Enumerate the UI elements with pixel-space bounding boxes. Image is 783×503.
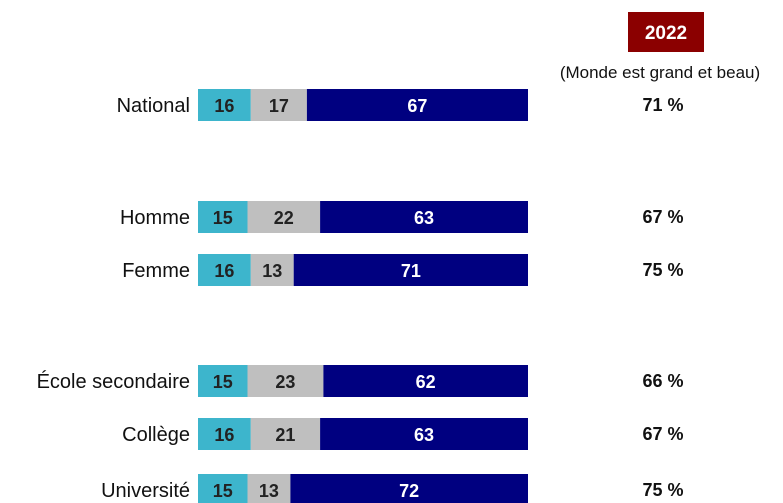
data-label: 72 (399, 481, 419, 501)
comparison-value: 66 % (642, 371, 683, 391)
data-label: 15 (213, 372, 233, 392)
category-label: École secondaire (37, 370, 190, 393)
bar-segment (250, 418, 321, 450)
bar-row: École secondaire 15 23 62 66 % (37, 365, 684, 397)
bar-segment (250, 89, 307, 121)
category-label: Femme (122, 260, 190, 282)
data-label: 62 (416, 372, 436, 392)
data-label: 63 (414, 208, 434, 228)
data-label: 15 (213, 481, 233, 501)
bar-segment (198, 418, 251, 450)
bar-row: Université 15 13 72 75 % (101, 474, 684, 503)
bar-segment (323, 365, 528, 397)
bar-row: Homme 15 22 63 67 % (120, 201, 684, 233)
data-label: 13 (259, 481, 279, 501)
bar-segment (247, 365, 324, 397)
data-label: 13 (262, 261, 282, 281)
bar-segment (250, 254, 294, 286)
bar-row: Femme 16 13 71 75 % (122, 254, 684, 286)
bar-segment (198, 365, 248, 397)
data-label: 16 (214, 425, 234, 445)
year-badge-label: 2022 (645, 23, 687, 44)
comparison-value: 71 % (642, 95, 683, 115)
bar-segment (198, 254, 251, 286)
data-label: 17 (269, 96, 289, 116)
category-label: Collège (122, 424, 190, 446)
bar-rows: National 16 17 67 71 % Homme 15 22 63 67 % Femme 16… (37, 89, 684, 503)
data-label: 16 (214, 96, 234, 116)
comparison-value: 75 % (642, 480, 683, 500)
data-label: 23 (275, 372, 295, 392)
bar-row: National 16 17 67 71 % (117, 89, 684, 121)
year-badge-background (628, 12, 704, 52)
comparison-value: 67 % (642, 424, 683, 444)
comparison-value: 67 % (642, 207, 683, 227)
category-label: National (117, 95, 190, 117)
bar-row: Collège 16 21 63 67 % (122, 418, 684, 450)
data-label: 71 (401, 261, 421, 281)
bar-segment (293, 254, 528, 286)
data-label: 67 (407, 96, 427, 116)
bar-segment (198, 89, 251, 121)
category-label: Université (101, 480, 190, 502)
category-label: Homme (120, 207, 190, 229)
data-label: 15 (213, 208, 233, 228)
bar-segment (320, 201, 528, 233)
data-label: 22 (274, 208, 294, 228)
data-label: 63 (414, 425, 434, 445)
bar-segment (290, 474, 528, 503)
data-label: 21 (275, 425, 295, 445)
bar-segment (247, 474, 291, 503)
data-label: 16 (214, 261, 234, 281)
year-badge: 2022 (628, 12, 704, 52)
bar-segment (198, 474, 248, 503)
bar-segment (198, 201, 248, 233)
bar-segment (306, 89, 528, 121)
bar-segment (320, 418, 528, 450)
comparison-value: 75 % (642, 260, 683, 280)
comparison-subtitle: (Monde est grand et beau) (560, 63, 760, 82)
bar-segment (247, 201, 321, 233)
